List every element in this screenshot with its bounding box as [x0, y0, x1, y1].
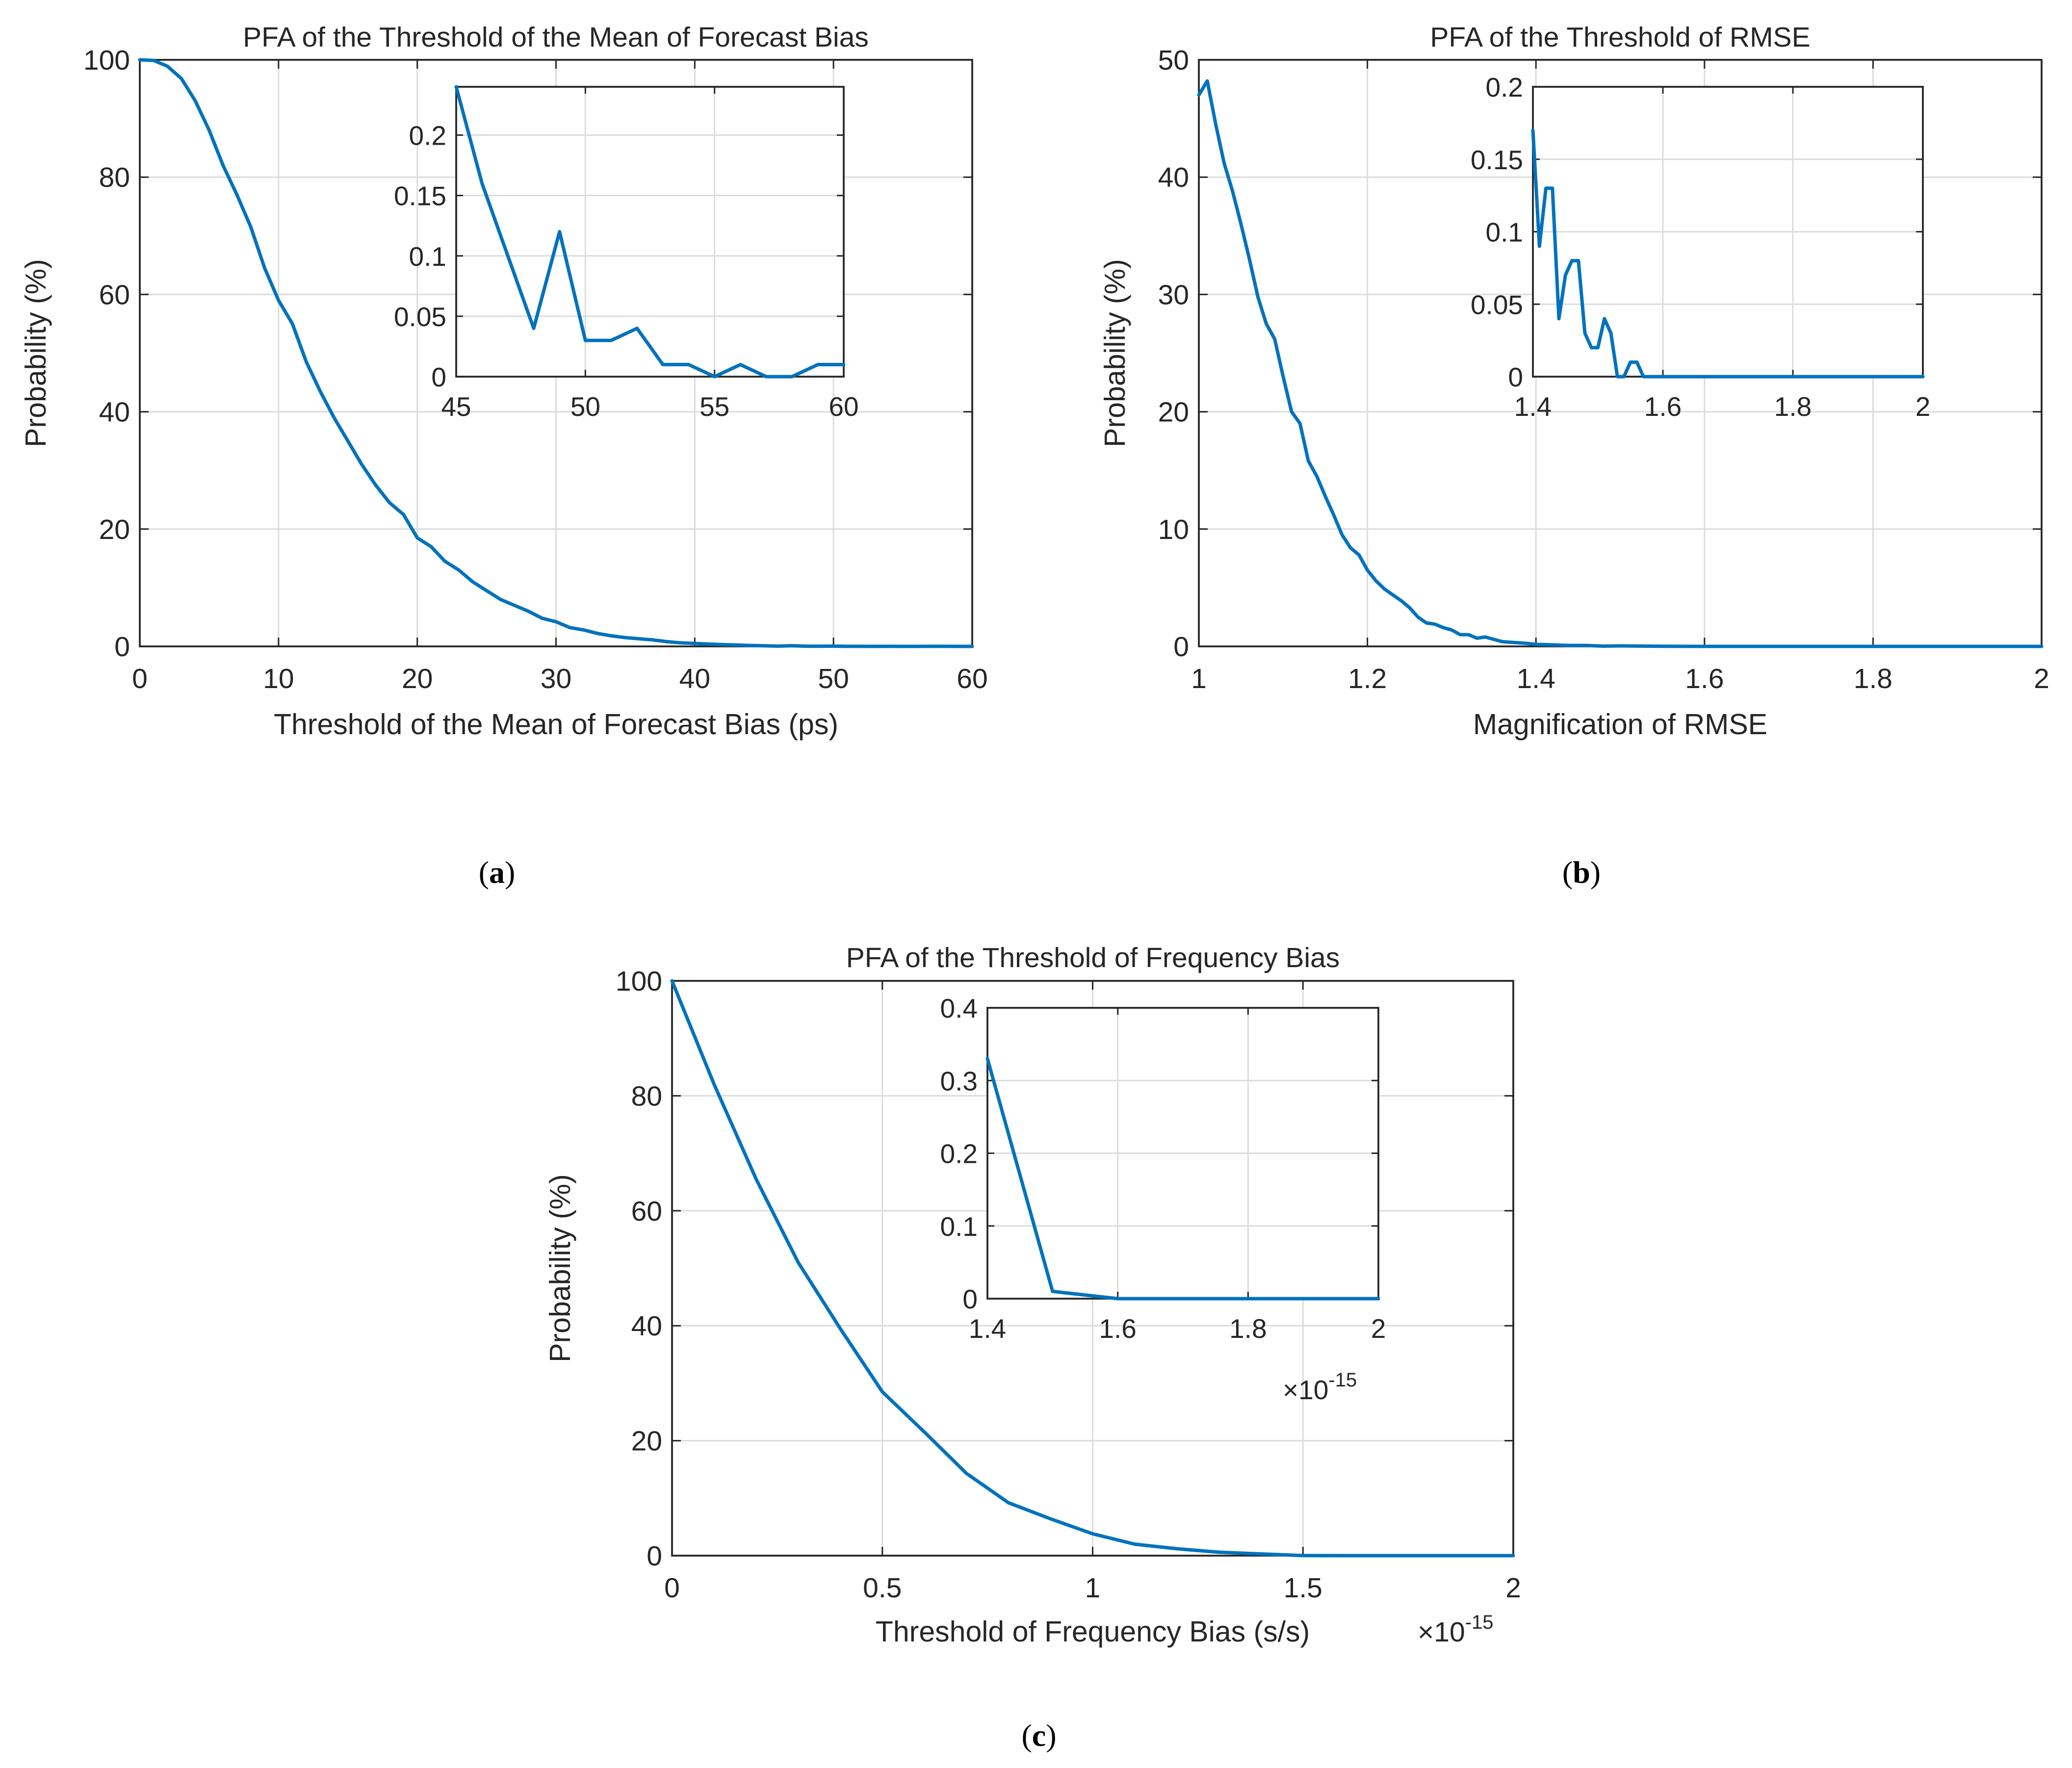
chart-a-x-axis-label: Threshold of the Mean of Forecast Bias (…	[274, 708, 838, 741]
chart-a-x-tick-label: 40	[679, 663, 710, 694]
chart-a-inset-y-tick-label: 0	[431, 362, 446, 392]
chart-c-inset-series-line	[985, 1057, 1380, 1301]
chart-c-inset-x-tick-label: 2	[1371, 1313, 1386, 1344]
chart-b-y-tick-label: 40	[1158, 162, 1189, 193]
chart-b-inset-x-tick-label: 1.8	[1774, 391, 1812, 422]
chart-a-inset-x-tick-label: 50	[570, 391, 600, 422]
chart-c-y-axis-label: Probability (%)	[544, 1174, 576, 1362]
chart-b-inset-y-tick-label: 0.05	[1471, 289, 1523, 320]
chart-c-title: PFA of the Threshold of Frequency Bias	[846, 942, 1340, 974]
chart-c-inset-x-exponent-base: ×10	[1283, 1375, 1328, 1405]
chart-c-x-exponent: ×10-15	[1418, 1612, 1494, 1648]
chart-a-inset-y-tick-label: 0.05	[394, 302, 446, 332]
chart-c-inset-x-exponent: ×10-15	[1283, 1369, 1357, 1405]
chart-c-inset-x-tick-label: 1.4	[969, 1313, 1006, 1344]
chart-c-inset-x-tick-label: 1.8	[1229, 1313, 1267, 1344]
chart-a-y-axis-label: Probability (%)	[20, 259, 52, 447]
chart-a-y-tick-label: 60	[99, 279, 130, 310]
chart-a-x-tick-label: 10	[263, 663, 294, 694]
chart-b-x-tick-label: 1.8	[1854, 663, 1892, 694]
chart-c-inset-x-exponent-power: -15	[1328, 1369, 1357, 1391]
chart-c-y-tick-label: 0	[647, 1540, 662, 1572]
caption-a: (a)	[479, 855, 516, 890]
chart-b-inset-y-tick-label: 0.1	[1486, 217, 1523, 248]
chart-b-inset-x-tick-label: 2	[1916, 391, 1931, 422]
chart-c-inset-y-tick-label: 0.3	[940, 1066, 978, 1096]
chart-a-series-line	[138, 58, 974, 648]
chart-c-y-tick-label: 80	[631, 1080, 662, 1112]
chart-c-y-tick-label: 100	[616, 966, 662, 997]
chart-b-inset-y-tick-label: 0.15	[1471, 145, 1523, 175]
chart-a-x-tick-label: 0	[132, 663, 148, 694]
chart-b-inset-x-tick-label: 1.6	[1644, 391, 1682, 422]
chart-c-x-exponent-power: -15	[1465, 1612, 1494, 1633]
chart-b-series-line	[1197, 79, 2044, 648]
chart-c-x-tick-label: 2	[1505, 1572, 1521, 1604]
chart-c-y-tick-label: 20	[631, 1426, 662, 1457]
chart-b-x-tick-label: 2	[2034, 663, 2049, 694]
chart-c-inset-y-tick-label: 0	[962, 1284, 978, 1314]
chart-a-y-tick-label: 40	[99, 397, 130, 428]
chart-a-inset-x-tick-label: 60	[829, 391, 858, 422]
chart-b-x-tick-label: 1	[1191, 663, 1207, 694]
chart-a-inset-plot-area	[455, 86, 845, 378]
chart-c-inset-y-tick-label: 0.1	[940, 1211, 978, 1242]
chart-b-y-axis-label: Probability (%)	[1099, 259, 1131, 447]
chart-b-x-tick-label: 1.6	[1685, 663, 1724, 694]
chart-b-y-tick-label: 30	[1158, 279, 1189, 310]
chart-b-inset-x-tick-label: 1.4	[1514, 391, 1552, 422]
chart-b-x-tick-label: 1.2	[1348, 663, 1387, 694]
chart-a-x-tick-label: 50	[818, 663, 849, 694]
chart-b-inset-y-tick-label: 0	[1508, 362, 1523, 392]
chart-b-x-tick-label: 1.4	[1517, 663, 1555, 694]
chart-c-x-axis-label: Threshold of Frequency Bias (s/s)	[876, 1615, 1310, 1648]
chart-b-y-tick-label: 50	[1158, 45, 1189, 76]
chart-c-inset-x-tick-label: 1.6	[1099, 1313, 1136, 1344]
chart-a-inset-series-line	[454, 85, 846, 379]
chart-b-y-tick-label: 20	[1158, 397, 1189, 428]
chart-a-y-tick-label: 100	[83, 45, 130, 76]
chart-c-inset-y-tick-label: 0.4	[940, 993, 978, 1024]
chart-a: 0 10 20 30 40 50 60 0 20 40 60 80 100 45 50 55 60 0 0.05 0.…	[20, 22, 988, 741]
chart-a-title: PFA of the Threshold of the Mean of Fore…	[243, 22, 869, 53]
chart-b-inset-series-line	[1531, 128, 1925, 379]
chart-b-inset-y-tick-label: 0.2	[1486, 72, 1523, 102]
caption-b: (b)	[1562, 855, 1601, 890]
chart-c-x-exponent-base: ×10	[1418, 1616, 1465, 1648]
chart-b-y-tick-label: 0	[1173, 631, 1189, 663]
chart-c-x-tick-label: 1	[1085, 1572, 1101, 1604]
chart-c-x-tick-label: 1.5	[1284, 1572, 1322, 1604]
chart-a-inset-y-tick-label: 0.1	[409, 241, 446, 272]
caption-c: (c)	[1021, 1718, 1056, 1753]
chart-a-y-tick-label: 0	[114, 631, 130, 663]
chart-b-title: PFA of the Threshold of RMSE	[1430, 22, 1810, 53]
chart-a-x-tick-label: 30	[541, 663, 571, 694]
chart-b-x-axis-label: Magnification of RMSE	[1473, 708, 1767, 741]
chart-a-y-tick-label: 80	[99, 162, 130, 193]
chart-c-x-tick-label: 0.5	[863, 1572, 902, 1604]
chart-a-inset-x-tick-label: 45	[441, 391, 471, 422]
chart-a-inset-frame	[455, 86, 845, 378]
chart-b-y-tick-label: 10	[1158, 514, 1189, 545]
chart-c-y-tick-label: 60	[631, 1196, 662, 1227]
chart-a-inset-y-tick-label: 0.2	[409, 121, 446, 151]
chart-a-y-tick-label: 20	[99, 514, 130, 545]
chart-c-series-line	[670, 979, 1515, 1558]
chart-c-x-tick-label: 0	[664, 1572, 680, 1604]
chart-a-x-tick-label: 60	[957, 663, 987, 694]
chart-a-inset-y-tick-label: 0.15	[394, 181, 446, 211]
chart-c-inset-y-tick-label: 0.2	[940, 1139, 978, 1169]
chart-c-y-tick-label: 40	[631, 1310, 662, 1342]
chart-a-x-tick-label: 20	[402, 663, 433, 694]
chart-a-inset-x-tick-label: 55	[699, 391, 729, 422]
